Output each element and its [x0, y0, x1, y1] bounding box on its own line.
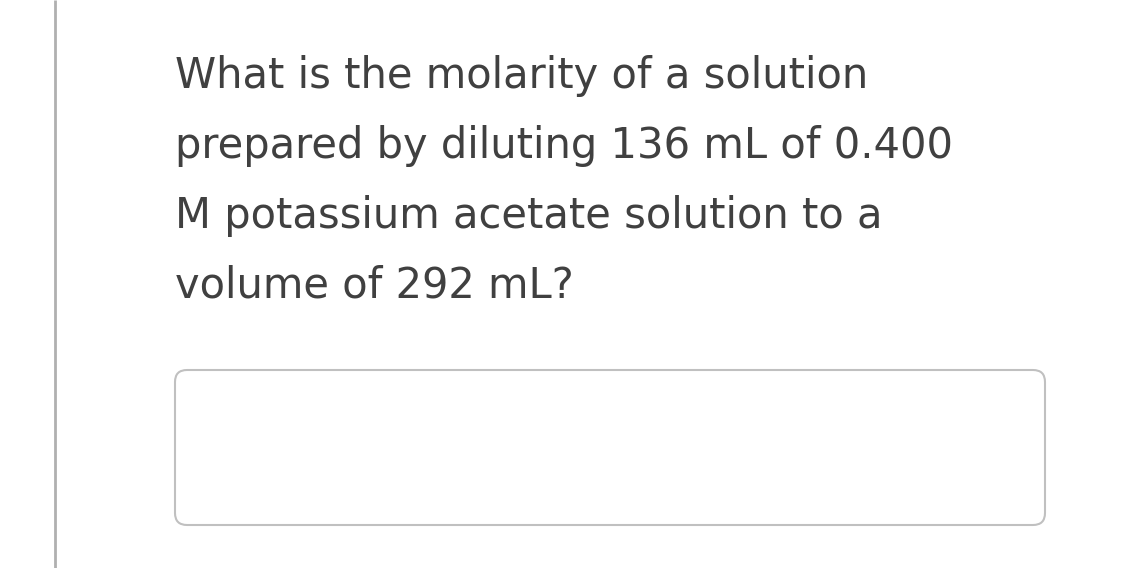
Text: volume of 292 mL?: volume of 292 mL? — [176, 265, 574, 307]
Text: prepared by diluting 136 mL of 0.400: prepared by diluting 136 mL of 0.400 — [176, 125, 953, 167]
Text: What is the molarity of a solution: What is the molarity of a solution — [176, 55, 868, 97]
Text: M potassium acetate solution to a: M potassium acetate solution to a — [176, 195, 882, 237]
FancyBboxPatch shape — [176, 370, 1045, 525]
